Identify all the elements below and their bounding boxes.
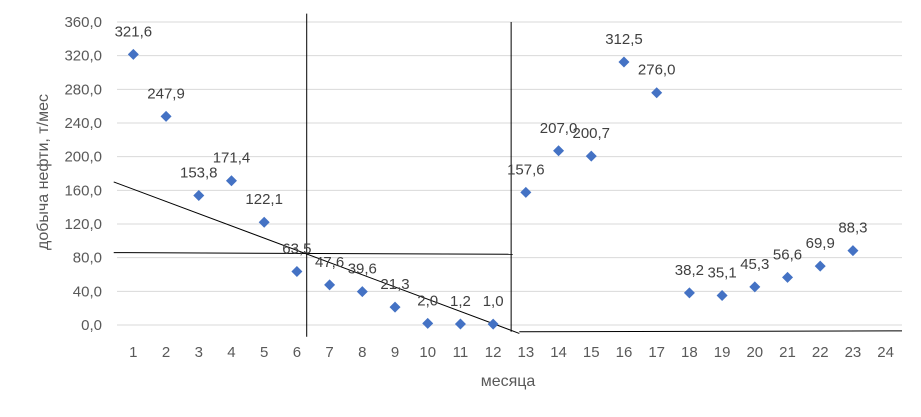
x-tick-label: 14	[550, 344, 567, 361]
y-tick-label: 320,0	[64, 48, 102, 65]
data-label: 247,9	[147, 85, 185, 102]
y-tick-label: 80,0	[73, 250, 102, 267]
data-point	[422, 317, 434, 329]
x-tick-label: 10	[419, 344, 436, 361]
data-label: 1,2	[450, 293, 471, 310]
data-label: 276,0	[638, 62, 676, 79]
data-label: 39,6	[348, 261, 377, 278]
x-tick-label: 22	[812, 344, 829, 361]
data-point	[291, 266, 303, 278]
data-label: 312,5	[605, 31, 643, 48]
data-label: 88,3	[838, 220, 867, 237]
data-point	[716, 289, 728, 301]
x-tick-label: 17	[648, 344, 665, 361]
data-label: 157,6	[507, 161, 545, 178]
data-point	[683, 287, 695, 299]
data-point	[553, 145, 565, 157]
y-axis-title: добыча нефти, т/мес	[35, 94, 52, 250]
data-point	[520, 186, 532, 198]
x-tick-label: 2	[162, 344, 170, 361]
data-label: 2,0	[417, 292, 438, 309]
annotation-line	[113, 181, 520, 334]
data-label: 207,0	[540, 120, 578, 137]
data-point	[618, 56, 630, 68]
y-tick-label: 360,0	[64, 14, 102, 31]
data-point	[487, 318, 499, 330]
x-tick-label: 8	[358, 344, 366, 361]
x-tick-label: 19	[714, 344, 731, 361]
x-tick-label: 11	[453, 344, 469, 361]
y-tick-label: 160,0	[64, 182, 102, 199]
data-label: 171,4	[213, 150, 251, 167]
data-label: 1,0	[483, 293, 504, 310]
data-point	[389, 301, 401, 313]
data-point	[193, 190, 205, 202]
x-tick-label: 12	[485, 344, 502, 361]
data-point	[814, 260, 826, 272]
data-label: 122,1	[245, 191, 283, 208]
data-point	[847, 245, 859, 257]
data-point	[585, 150, 597, 162]
data-point	[324, 279, 336, 291]
x-tick-label: 6	[293, 344, 301, 361]
x-tick-label: 4	[227, 344, 235, 361]
annotation-line	[519, 330, 903, 333]
x-tick-label: 20	[746, 344, 763, 361]
x-tick-label: 15	[583, 344, 600, 361]
annotation-line	[113, 252, 513, 255]
x-tick-label: 16	[616, 344, 633, 361]
x-tick-label: 1	[129, 344, 137, 361]
x-tick-label: 3	[195, 344, 203, 361]
gridlines	[117, 21, 902, 292]
data-label: 38,2	[675, 262, 704, 279]
y-tick-label: 0,0	[81, 317, 102, 334]
y-tick-label: 240,0	[64, 115, 102, 132]
data-point	[160, 110, 172, 122]
data-label: 153,8	[180, 165, 218, 182]
data-label: 200,7	[572, 125, 610, 142]
data-point	[782, 271, 794, 283]
x-tick-label: 21	[779, 344, 796, 361]
data-point	[258, 216, 270, 228]
x-axis-title: месяца	[481, 373, 536, 390]
data-label: 63,5	[282, 241, 311, 258]
annotation-lines	[113, 13, 903, 337]
x-tick-label: 13	[518, 344, 535, 361]
x-tick-label: 18	[681, 344, 698, 361]
y-tick-label: 200,0	[64, 149, 102, 166]
data-point	[651, 87, 663, 99]
data-point	[749, 281, 761, 293]
data-label: 69,9	[806, 235, 835, 252]
data-label: 47,6	[315, 254, 344, 271]
data-point	[356, 286, 368, 298]
x-tick-label: 24	[877, 344, 894, 361]
data-point	[454, 318, 466, 330]
x-tick-label: 9	[391, 344, 399, 361]
x-tick-labels: 1 2 3 4 5 6 7 8 9 10 11 12 13 14 15 16 17 18 19 20 21 22 23 24	[129, 344, 894, 361]
data-point	[225, 175, 237, 187]
y-tick-label: 280,0	[64, 81, 102, 98]
y-tick-labels: 0,0 40,0 80,0 120,0 160,0 200,0 240,0 280,0 320,…	[64, 14, 102, 334]
x-tick-label: 5	[260, 344, 268, 361]
data-label: 21,3	[380, 276, 409, 293]
x-tick-label: 7	[325, 344, 333, 361]
data-label: 56,6	[773, 246, 802, 263]
y-tick-label: 40,0	[73, 283, 102, 300]
data-label: 35,1	[708, 264, 737, 281]
y-tick-label: 120,0	[64, 216, 102, 233]
data-label: 45,3	[740, 256, 769, 273]
data-point	[127, 48, 139, 60]
data-label: 321,6	[115, 23, 153, 40]
x-tick-label: 23	[845, 344, 862, 361]
data-markers	[127, 48, 859, 330]
